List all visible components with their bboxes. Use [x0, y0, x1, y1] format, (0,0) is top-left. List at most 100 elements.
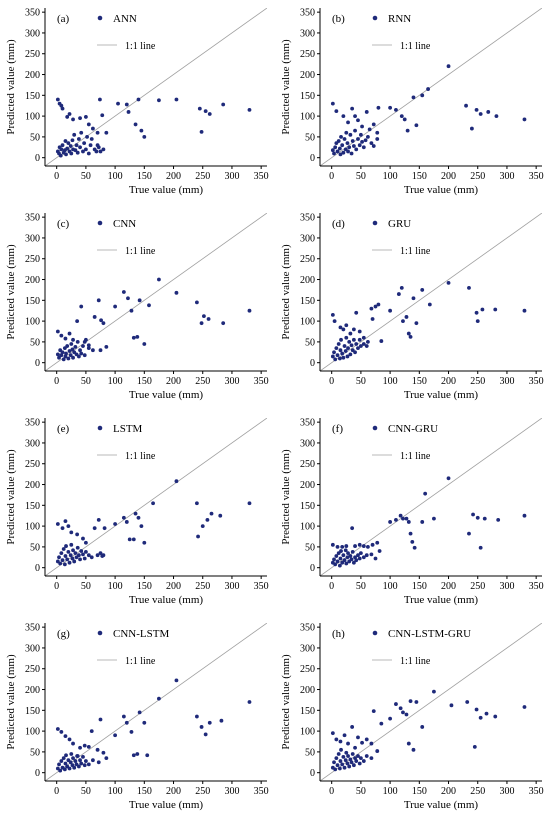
- data-point: [96, 517, 101, 522]
- data-point: [124, 102, 129, 107]
- data-point: [91, 758, 95, 763]
- data-point: [332, 760, 336, 765]
- data-point: [89, 729, 94, 734]
- data-point: [432, 689, 436, 694]
- data-point: [408, 335, 413, 339]
- data-point: [341, 114, 346, 119]
- data-point: [336, 342, 341, 346]
- data-point: [69, 530, 74, 535]
- data-point: [342, 733, 347, 738]
- data-point: [446, 64, 451, 69]
- data-point: [203, 732, 208, 737]
- x-tick-label: 300: [499, 581, 514, 592]
- data-point: [79, 304, 84, 309]
- data-point: [356, 735, 360, 740]
- y-tick-label: 100: [300, 727, 315, 738]
- data-point: [343, 758, 348, 763]
- data-point: [157, 696, 161, 701]
- x-tick-label: 100: [383, 581, 398, 592]
- legend-marker: [97, 630, 103, 636]
- y-tick-label: 350: [25, 213, 40, 224]
- data-point: [142, 540, 147, 545]
- data-point: [351, 560, 356, 565]
- data-point: [63, 336, 68, 341]
- data-point: [371, 709, 376, 714]
- data-point: [64, 753, 68, 758]
- data-point: [95, 130, 100, 135]
- data-point: [205, 517, 210, 522]
- y-tick-label: 200: [25, 480, 40, 491]
- y-tick-label: 100: [300, 317, 315, 328]
- data-point: [64, 152, 68, 157]
- data-point: [367, 127, 372, 132]
- data-point: [364, 553, 369, 558]
- data-point: [200, 524, 205, 529]
- data-point: [351, 327, 356, 332]
- data-point: [78, 145, 82, 150]
- data-point: [65, 557, 70, 562]
- data-point: [75, 754, 80, 758]
- data-point: [142, 720, 147, 725]
- y-tick-label: 100: [25, 727, 40, 738]
- data-point: [69, 151, 74, 156]
- legend-line-label: 1:1 line: [400, 41, 431, 52]
- data-point: [426, 87, 430, 91]
- data-point: [67, 331, 72, 336]
- data-point: [139, 128, 144, 133]
- data-point: [68, 353, 73, 358]
- data-point: [522, 705, 527, 709]
- data-point: [350, 725, 355, 729]
- panel-label: (d): [332, 218, 345, 230]
- data-point: [207, 720, 212, 725]
- data-point: [67, 560, 72, 565]
- chart-panel-c: 0 50 100 150 200 250 300 350 0 50 100 150 200 250 300 3…: [0, 205, 275, 410]
- data-point: [60, 526, 65, 531]
- data-point: [71, 117, 75, 122]
- data-point: [70, 138, 75, 143]
- data-point: [399, 114, 404, 119]
- data-point: [354, 558, 359, 563]
- y-tick-label: 200: [25, 275, 40, 286]
- data-point: [102, 526, 107, 531]
- data-point: [334, 346, 339, 351]
- data-point: [63, 554, 68, 558]
- data-point: [335, 559, 340, 564]
- data-point: [344, 544, 349, 548]
- x-axis-label: True value (mm): [404, 594, 478, 606]
- panel-label: (a): [57, 13, 70, 25]
- data-point: [493, 307, 498, 312]
- data-point: [82, 556, 87, 561]
- data-point: [340, 544, 345, 549]
- legend-marker: [372, 15, 378, 21]
- data-point: [357, 542, 362, 547]
- data-point: [401, 319, 405, 324]
- data-point: [55, 522, 60, 526]
- data-point: [353, 128, 357, 133]
- y-tick-label: 200: [300, 275, 315, 286]
- data-point: [78, 348, 82, 353]
- y-tick-label: 150: [25, 296, 40, 307]
- data-point: [71, 548, 75, 553]
- x-tick-label: 150: [412, 171, 427, 182]
- data-point: [66, 549, 71, 554]
- x-tick-label: 300: [224, 786, 239, 797]
- data-point: [344, 130, 349, 135]
- y-tick-label: 150: [300, 296, 315, 307]
- data-point: [337, 766, 342, 771]
- data-point: [478, 112, 483, 116]
- data-point: [358, 551, 363, 556]
- data-point: [58, 561, 63, 566]
- data-point: [86, 346, 91, 351]
- data-point: [363, 138, 368, 143]
- data-point: [375, 749, 380, 753]
- data-point: [342, 137, 347, 141]
- legend-series-name: CNN-LSTM: [113, 628, 169, 640]
- data-point: [332, 319, 337, 324]
- data-point: [376, 105, 381, 110]
- data-point: [353, 745, 357, 750]
- data-point: [345, 354, 350, 359]
- data-point: [375, 540, 380, 545]
- data-point: [340, 351, 345, 356]
- panel-label: (f): [332, 423, 343, 435]
- y-axis-label: Predicted value (mm): [280, 449, 292, 545]
